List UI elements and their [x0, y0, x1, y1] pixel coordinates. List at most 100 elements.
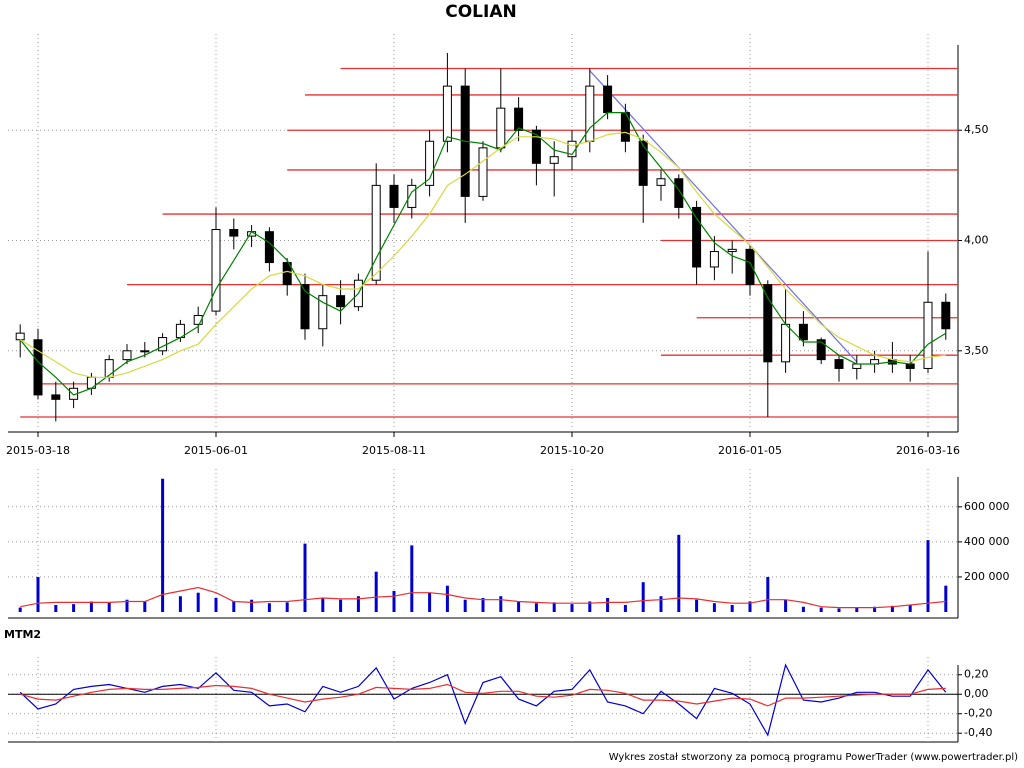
y-tick-label: 0,00 [964, 687, 989, 700]
volume-bar [534, 603, 538, 612]
volume-bar [730, 604, 734, 612]
volume-bar [784, 599, 788, 612]
x-tick-label: 2015-06-01 [184, 444, 248, 457]
y-tick-label: 3,50 [964, 344, 989, 357]
candle-body [514, 107, 524, 131]
candle-body [371, 184, 381, 281]
candle-body [709, 251, 719, 268]
volume-bar [72, 604, 76, 612]
candle-body [122, 350, 132, 361]
x-tick-label: 2016-01-05 [718, 444, 782, 457]
volume-bar [18, 607, 22, 612]
candle-body [745, 248, 755, 286]
volume-bar [641, 582, 645, 612]
candle-body [318, 295, 328, 330]
y-tick-label: 0,20 [964, 668, 989, 681]
candle-body [407, 184, 417, 208]
volume-bar [107, 602, 111, 612]
candle-body [781, 323, 791, 363]
volume-bar [285, 602, 289, 612]
candle-body [727, 248, 737, 253]
x-tick-label: 2015-08-11 [362, 444, 426, 457]
volume-bar [944, 585, 948, 612]
candle-body [905, 363, 915, 369]
y-tick-label: 200 000 [964, 570, 1010, 583]
volume-bar [321, 597, 325, 612]
volume-bar [552, 602, 556, 612]
volume-bar [303, 543, 307, 612]
volume-average [20, 586, 946, 609]
volume-bar [588, 601, 592, 612]
volume-bar [178, 596, 182, 612]
volume-bar [36, 576, 40, 612]
chart-title: COLIAN [445, 2, 516, 22]
trend-line [589, 70, 858, 363]
candle-body [496, 107, 506, 149]
indicator-line [19, 663, 947, 737]
volume-bar [606, 597, 610, 612]
volume-bar [801, 606, 805, 612]
candle-body [674, 178, 684, 208]
candle-body [211, 228, 221, 312]
candle-body [923, 301, 933, 369]
volume-bar [356, 596, 360, 612]
y-tick-label: 400 000 [964, 535, 1010, 548]
candle-body [193, 315, 203, 325]
volume-bar [837, 608, 841, 612]
panel-title: MTM2 [4, 628, 41, 641]
volume-bar [908, 604, 912, 612]
candle-body [51, 394, 61, 400]
candle-body [336, 295, 346, 308]
candle-body [531, 129, 541, 164]
volume-bar [250, 599, 254, 612]
candle-body [33, 339, 43, 396]
volume-bar [855, 607, 859, 612]
volume-bar [463, 599, 467, 612]
candle-body [692, 206, 702, 268]
footer: Wykres został stworzony za pomocą progra… [609, 752, 1018, 763]
volume-bar [232, 601, 236, 612]
volume-bar [339, 599, 343, 612]
volume-bar [695, 599, 699, 612]
candle-body [158, 337, 168, 352]
volume-bar [143, 601, 147, 612]
x-tick-label: 2016-03-16 [896, 444, 960, 457]
volume-bar [873, 606, 877, 612]
indicator-line [20, 683, 946, 707]
volume-bar [161, 478, 165, 612]
y-tick-label: -0,20 [964, 707, 992, 720]
candle-body [941, 301, 951, 330]
candle-body [656, 178, 666, 186]
candle-body [229, 228, 239, 237]
volume-bar [819, 607, 823, 612]
y-tick-label: 4,00 [964, 234, 989, 247]
candle-body [603, 85, 613, 114]
candle-body [389, 184, 399, 208]
volume-bar [766, 576, 770, 612]
candle-body [478, 147, 488, 197]
volume-bar [392, 590, 396, 612]
candle-body [638, 140, 648, 186]
volume-bar [890, 605, 894, 612]
candle-body [798, 323, 808, 341]
volume-bar [54, 604, 58, 612]
y-tick-label: 4,50 [964, 123, 989, 136]
volume-bar [677, 534, 681, 612]
candle-body [442, 85, 452, 142]
volume-bar [517, 601, 521, 612]
x-tick-label: 2015-10-20 [540, 444, 604, 457]
candle-body [816, 339, 826, 361]
candle-body [425, 140, 435, 186]
candle-body [549, 156, 559, 164]
candle-body [15, 332, 25, 341]
candle-body [763, 284, 773, 363]
volume-bar [89, 601, 93, 612]
volume-bar [748, 601, 752, 612]
candle-body [264, 231, 274, 264]
volume-bar [267, 603, 271, 612]
volume-bar [428, 592, 432, 612]
volume-bar [196, 592, 200, 612]
candle-body [300, 284, 310, 330]
volume-bar [214, 597, 218, 612]
